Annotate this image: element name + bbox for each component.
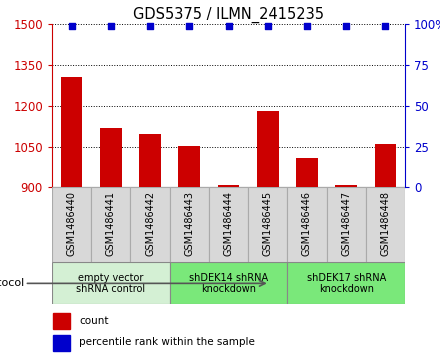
Point: [225, 23, 232, 29]
Text: GSM1486446: GSM1486446: [302, 191, 312, 256]
Text: GSM1486443: GSM1486443: [184, 191, 194, 256]
Bar: [91, 187, 130, 262]
Bar: [53, 335, 70, 351]
Text: count: count: [79, 316, 109, 326]
Point: [343, 23, 350, 29]
Text: GSM1486447: GSM1486447: [341, 191, 351, 256]
Text: percentile rank within the sample: percentile rank within the sample: [79, 338, 255, 347]
Title: GDS5375 / ILMN_2415235: GDS5375 / ILMN_2415235: [133, 7, 324, 23]
Bar: [335, 185, 357, 187]
Bar: [52, 262, 170, 304]
Bar: [296, 158, 318, 187]
Text: GSM1486441: GSM1486441: [106, 191, 116, 256]
Bar: [218, 185, 239, 187]
Bar: [139, 134, 161, 187]
Text: protocol: protocol: [0, 278, 24, 288]
Bar: [100, 128, 121, 187]
Bar: [61, 77, 82, 187]
Bar: [326, 187, 366, 262]
Text: GSM1486440: GSM1486440: [66, 191, 77, 256]
Bar: [52, 187, 91, 262]
Point: [68, 23, 75, 29]
Bar: [53, 313, 70, 329]
Text: GSM1486444: GSM1486444: [224, 191, 234, 256]
Point: [107, 23, 114, 29]
Bar: [170, 187, 209, 262]
Bar: [287, 187, 326, 262]
Point: [264, 23, 271, 29]
Bar: [257, 111, 279, 187]
Bar: [170, 262, 287, 304]
Text: empty vector
shRNA control: empty vector shRNA control: [76, 273, 145, 294]
Bar: [248, 187, 287, 262]
Text: GSM1486442: GSM1486442: [145, 191, 155, 256]
Text: GSM1486445: GSM1486445: [263, 191, 273, 256]
Bar: [374, 144, 396, 187]
Bar: [179, 146, 200, 187]
Point: [382, 23, 389, 29]
Bar: [287, 262, 405, 304]
Point: [147, 23, 154, 29]
Text: GSM1486448: GSM1486448: [381, 191, 390, 256]
Text: shDEK17 shRNA
knockdown: shDEK17 shRNA knockdown: [307, 273, 386, 294]
Text: shDEK14 shRNA
knockdown: shDEK14 shRNA knockdown: [189, 273, 268, 294]
Point: [304, 23, 311, 29]
Bar: [130, 187, 170, 262]
Bar: [366, 187, 405, 262]
Bar: [209, 187, 248, 262]
Point: [186, 23, 193, 29]
